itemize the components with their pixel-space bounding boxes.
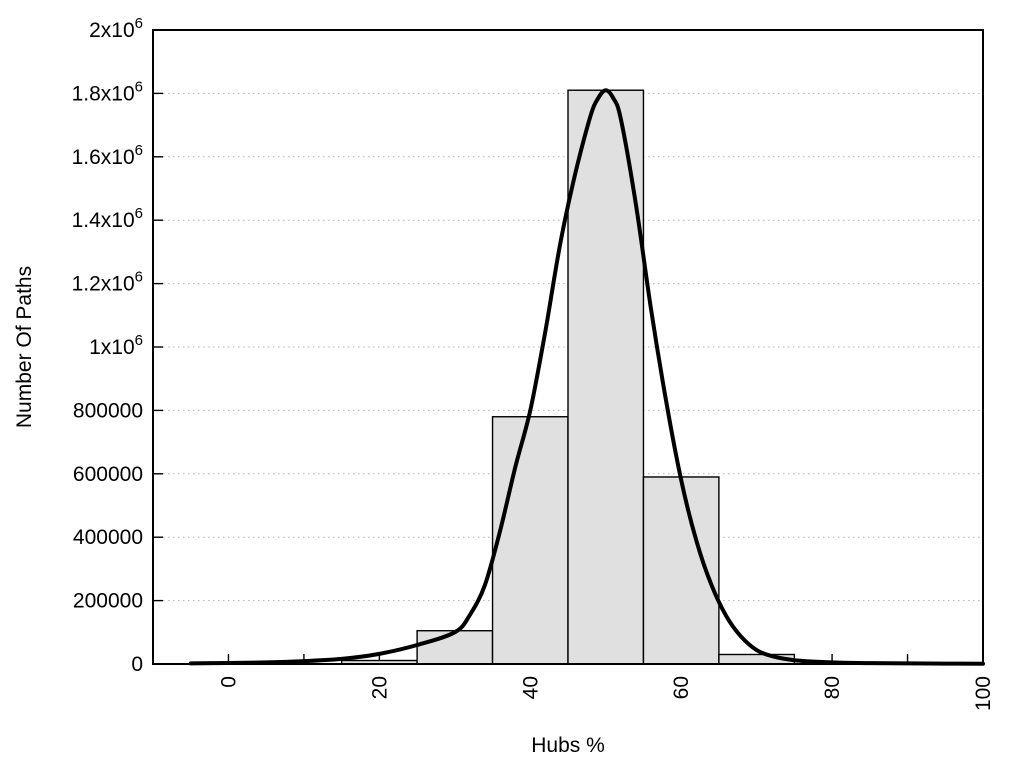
- y-tick-label: 600000: [73, 463, 143, 486]
- y-tick-label: 400000: [73, 526, 143, 549]
- histogram-bars: [340, 89, 796, 665]
- y-tick-label: 1.2x106: [72, 269, 143, 296]
- x-axis-title: Hubs %: [531, 734, 605, 757]
- y-tick-label: 2x106: [89, 15, 143, 42]
- x-tick-labels: 0 20 40 60 80 100: [217, 676, 995, 711]
- x-tick-label: 20: [368, 676, 391, 699]
- x-tick-label: 60: [670, 676, 693, 699]
- y-tick-label: 1.8x106: [72, 78, 143, 105]
- fit-curve: [188, 88, 985, 666]
- x-tick-label: 80: [821, 676, 844, 699]
- y-tick-label: 0: [131, 653, 143, 676]
- y-axis-title: Number Of Paths: [13, 265, 36, 429]
- y-tick-label: 1.6x106: [72, 142, 143, 169]
- y-tick-label: 200000: [73, 590, 143, 613]
- histogram-bar: [491, 416, 569, 665]
- x-tick-label: 40: [519, 676, 542, 699]
- y-tick-label: 1.4x106: [72, 205, 143, 232]
- x-tick-label: 0: [217, 676, 240, 688]
- y-tick-labels: 0 200000 400000 600000 800000 1x106 1.2x106 1.4…: [72, 15, 143, 676]
- histogram-bar: [416, 630, 494, 665]
- y-tick-label: 1x106: [89, 332, 143, 359]
- x-tick-label: 100: [972, 676, 995, 711]
- y-tick-label: 800000: [73, 399, 143, 422]
- plot-border: [152, 29, 984, 665]
